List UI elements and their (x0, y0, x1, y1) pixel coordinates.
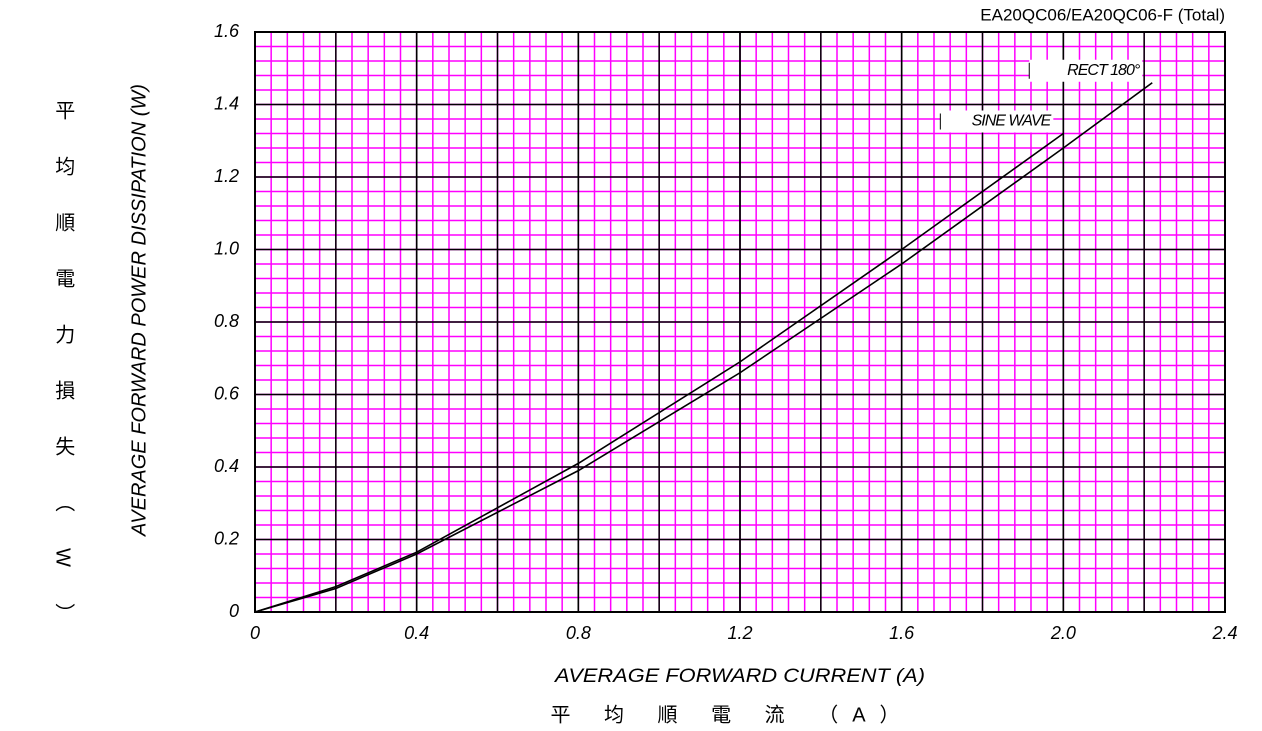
x-tick-label: 2.4 (1211, 623, 1237, 643)
y-tick-label: 1.0 (214, 238, 239, 258)
y-axis-label: AVERAGE FORWARD POWER DISSIPATION (W) (128, 84, 150, 537)
series-label: SINE WAVE (972, 113, 1052, 130)
chart-title: EA20QC06/EA20QC06-F (Total) (980, 5, 1225, 24)
x-axis-label-cn: 平 均 順 電 流 （A） (550, 703, 913, 726)
y-tick-label: 1.2 (214, 166, 239, 186)
series-label: RECT 180° (1067, 62, 1141, 79)
y-tick-label: 1.4 (214, 93, 239, 113)
y-tick-label: 0 (229, 601, 239, 621)
y-tick-label: 0.2 (214, 528, 239, 548)
x-tick-label: 1.2 (727, 623, 752, 643)
y-tick-label: 0.4 (214, 456, 239, 476)
y-tick-label: 0.8 (214, 311, 239, 331)
x-tick-label: 0 (250, 623, 260, 643)
y-tick-label: 0.6 (214, 383, 240, 403)
x-tick-label: 0.4 (404, 623, 429, 643)
y-axis-label-cn: 平均順電力損失（W） (52, 100, 75, 659)
x-tick-label: 0.8 (566, 623, 591, 643)
x-axis-label: AVERAGE FORWARD CURRENT (A) (554, 666, 925, 687)
series-line (254, 132, 1064, 613)
series-label-bg (1029, 59, 1143, 82)
series-label-bg (940, 110, 1054, 133)
x-tick-label: 1.6 (889, 623, 915, 643)
series-line (254, 82, 1153, 613)
y-tick-label: 1.6 (214, 21, 240, 41)
x-tick-label: 2.0 (1050, 623, 1076, 643)
